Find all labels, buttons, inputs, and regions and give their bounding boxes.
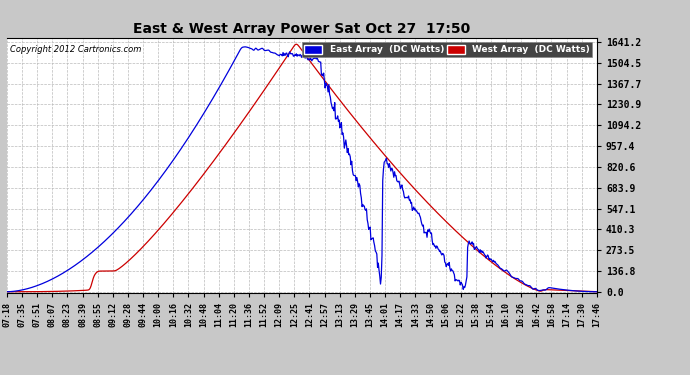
Legend: East Array  (DC Watts), West Array  (DC Watts): East Array (DC Watts), West Array (DC Wa… — [302, 42, 592, 57]
Text: Copyright 2012 Cartronics.com: Copyright 2012 Cartronics.com — [10, 45, 141, 54]
Title: East & West Array Power Sat Oct 27  17:50: East & West Array Power Sat Oct 27 17:50 — [133, 22, 471, 36]
